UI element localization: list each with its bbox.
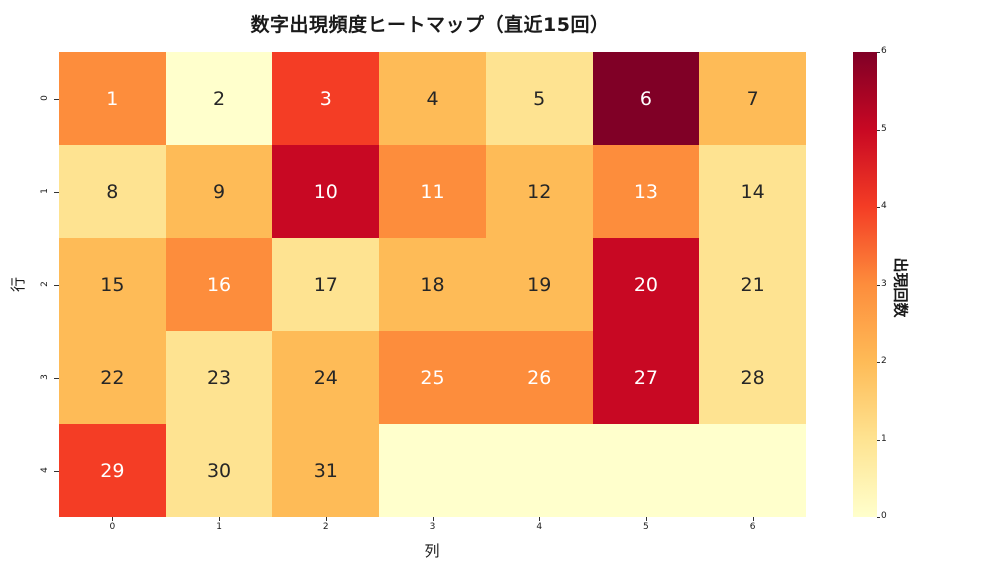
colorbar-tick-label: 5 bbox=[881, 123, 887, 134]
heatmap-cell: 5 bbox=[485, 52, 593, 145]
heatmap-cell: 15 bbox=[59, 238, 166, 331]
colorbar-tick-mark bbox=[877, 284, 880, 286]
colorbar-tick-mark bbox=[877, 207, 880, 208]
colorbar-tick-label: 3 bbox=[881, 278, 887, 289]
heatmap-cell: 25 bbox=[379, 331, 486, 424]
colorbar-tick-label: 4 bbox=[881, 201, 887, 211]
x-tick-label: 1 bbox=[216, 522, 222, 532]
colorbar-tick-mark bbox=[877, 362, 880, 363]
heatmap-cell: 1 bbox=[59, 52, 166, 145]
heatmap-cell: 26 bbox=[485, 331, 593, 424]
heatmap-cell: 20 bbox=[592, 238, 700, 331]
heatmap-cell: 9 bbox=[165, 145, 273, 238]
heatmap-cell: 6 bbox=[592, 52, 700, 145]
y-axis-label: 行 bbox=[9, 276, 28, 293]
x-tick-mark bbox=[539, 517, 541, 521]
y-tick-mark bbox=[54, 191, 59, 193]
heatmap-cell: 18 bbox=[379, 238, 486, 331]
y-tick-label: 4 bbox=[40, 466, 50, 473]
heatmap-cell: 17 bbox=[272, 238, 380, 331]
y-tick-mark bbox=[54, 470, 59, 472]
x-tick-label: 0 bbox=[109, 522, 116, 532]
x-tick-label: 5 bbox=[643, 522, 649, 532]
y-tick-mark bbox=[54, 284, 59, 286]
colorbar-tick-mark bbox=[877, 129, 880, 131]
heatmap-cell bbox=[699, 424, 806, 517]
colorbar-label: 出現回数 bbox=[891, 257, 910, 318]
heatmap-cell: 3 bbox=[272, 52, 380, 145]
y-tick-mark bbox=[54, 98, 59, 100]
heatmap-cell: 12 bbox=[485, 145, 593, 238]
colorbar-tick-label: 0 bbox=[881, 511, 887, 521]
chart-title: 数字出現頻度ヒートマップ（直近15回） bbox=[250, 14, 610, 36]
heatmap-cell: 13 bbox=[592, 145, 700, 238]
heatmap-cell: 24 bbox=[272, 331, 380, 424]
y-tick-label: 2 bbox=[40, 280, 50, 287]
x-tick-mark bbox=[752, 517, 754, 521]
heatmap-grid: 1 2 3 4 5 6 7 8 9 10 11 12 13 14 15 16 17 18 19 20 21 22 23 24 2… bbox=[59, 52, 806, 517]
colorbar-tick-label: 2 bbox=[881, 356, 887, 366]
heatmap-cell: 28 bbox=[699, 331, 806, 424]
colorbar bbox=[853, 52, 877, 517]
y-tick-label: 3 bbox=[40, 373, 50, 380]
colorbar-tick-mark bbox=[877, 517, 880, 518]
x-tick-label: 4 bbox=[536, 522, 543, 532]
y-tick-label: 1 bbox=[40, 187, 50, 194]
heatmap-cell: 7 bbox=[699, 52, 806, 145]
heatmap-cell: 14 bbox=[699, 145, 806, 238]
x-tick-label: 2 bbox=[322, 522, 329, 532]
heatmap-cell: 2 bbox=[165, 52, 273, 145]
colorbar-tick-label: 6 bbox=[881, 46, 887, 56]
heatmap-cell: 10 bbox=[272, 145, 380, 238]
colorbar-tick-label: 1 bbox=[881, 433, 887, 444]
heatmap-cell bbox=[485, 424, 593, 517]
heatmap-cell bbox=[379, 424, 486, 517]
heatmap-cell: 19 bbox=[485, 238, 593, 331]
colorbar-tick-mark bbox=[877, 52, 880, 53]
heatmap-cell: 23 bbox=[165, 331, 273, 424]
heatmap-cell: 11 bbox=[379, 145, 486, 238]
colorbar-tick-mark bbox=[877, 439, 880, 441]
x-tick-mark bbox=[112, 517, 114, 521]
x-tick-mark bbox=[219, 517, 221, 521]
x-tick-label: 6 bbox=[749, 522, 756, 532]
x-tick-mark bbox=[432, 517, 434, 521]
heatmap-cell bbox=[592, 424, 700, 517]
y-tick-label: 0 bbox=[40, 94, 50, 101]
y-tick-mark bbox=[54, 377, 59, 379]
heatmap-cell: 29 bbox=[59, 424, 166, 517]
heatmap-cell: 31 bbox=[272, 424, 380, 517]
x-tick-mark bbox=[325, 517, 327, 521]
heatmap-cell: 22 bbox=[59, 331, 166, 424]
heatmap-cell: 8 bbox=[59, 145, 166, 238]
heatmap-cell: 30 bbox=[165, 424, 273, 517]
heatmap-cell: 4 bbox=[379, 52, 486, 145]
heatmap-cell: 27 bbox=[592, 331, 700, 424]
x-tick-mark bbox=[645, 517, 647, 521]
x-axis-label: 列 bbox=[424, 542, 440, 560]
heatmap-cell: 16 bbox=[165, 238, 273, 331]
heatmap-cell: 21 bbox=[699, 238, 806, 331]
x-tick-label: 3 bbox=[429, 522, 436, 532]
